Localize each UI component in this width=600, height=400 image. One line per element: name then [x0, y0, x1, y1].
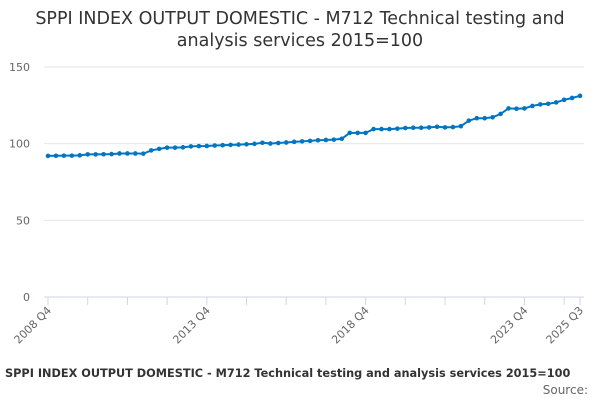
data-point	[156, 146, 162, 152]
chart-title: SPPI INDEX OUTPUT DOMESTIC - M712 Techni…	[35, 9, 565, 51]
data-point	[403, 125, 408, 131]
data-point	[537, 102, 543, 107]
data-point	[69, 153, 75, 158]
data-point	[387, 126, 392, 132]
data-point	[268, 141, 273, 146]
data-point	[133, 151, 138, 156]
data-point	[275, 140, 281, 146]
data-point	[260, 140, 265, 146]
data-point	[117, 151, 122, 156]
data-point	[77, 153, 83, 158]
data-point	[569, 95, 575, 101]
data-point	[410, 125, 416, 131]
data-point	[61, 153, 67, 158]
data-point	[252, 141, 257, 147]
data-point	[482, 115, 488, 121]
data-point	[148, 148, 154, 153]
data-point	[347, 130, 353, 136]
data-point	[530, 103, 535, 109]
data-point	[545, 101, 551, 107]
data-point	[291, 139, 297, 145]
x-tick-label: 2023 Q4	[488, 304, 531, 347]
data-point	[466, 118, 472, 123]
data-point	[140, 151, 146, 156]
x-tick-label: 2025 Q3	[544, 304, 587, 347]
data-point	[164, 145, 170, 150]
data-point	[442, 125, 448, 130]
data-point	[188, 144, 194, 149]
data-point	[450, 124, 456, 130]
data-point	[363, 130, 368, 136]
series-line	[47, 94, 581, 157]
data-point	[553, 100, 559, 105]
data-point	[490, 114, 495, 120]
data-point	[93, 152, 98, 157]
data-point	[315, 137, 321, 143]
data-point	[331, 137, 337, 142]
data-point	[244, 141, 249, 147]
data-point	[172, 145, 178, 150]
data-point	[371, 126, 376, 132]
data-point	[283, 140, 289, 145]
x-tick-label: 2013 Q4	[170, 304, 213, 347]
data-point	[426, 125, 432, 130]
data-point	[506, 106, 511, 111]
data-point	[53, 153, 59, 159]
x-tick-label: 2018 Q4	[329, 304, 372, 347]
x-tick-label: 2008 Q4	[12, 304, 55, 347]
data-point	[514, 106, 519, 112]
data-point	[458, 123, 464, 129]
data-point	[434, 124, 440, 130]
data-point	[228, 142, 233, 148]
data-point	[395, 126, 400, 131]
data-point	[196, 143, 202, 149]
y-tick-label: 0	[23, 291, 30, 304]
y-tick-label: 150	[9, 61, 30, 74]
data-point	[339, 136, 345, 142]
y-tick-label: 100	[9, 138, 30, 151]
data-point	[85, 152, 91, 157]
y-tick-label: 50	[16, 214, 30, 227]
data-point	[125, 151, 130, 156]
data-point	[204, 143, 210, 149]
data-point	[498, 111, 503, 117]
data-point	[379, 126, 384, 132]
data-point	[45, 153, 51, 159]
data-point	[418, 125, 424, 131]
data-point	[577, 93, 583, 99]
data-point	[323, 137, 329, 143]
data-point	[212, 143, 218, 148]
data-point	[236, 142, 241, 147]
data-point	[474, 115, 480, 121]
footer-source: Source:	[542, 383, 588, 397]
data-point	[109, 151, 114, 157]
data-point	[220, 142, 225, 148]
data-point	[561, 97, 567, 103]
data-point	[355, 130, 360, 136]
data-point	[101, 151, 106, 157]
data-point	[299, 139, 305, 144]
data-point	[180, 145, 186, 150]
data-point	[307, 138, 313, 144]
data-point	[522, 106, 527, 111]
footer-title: SPPI INDEX OUTPUT DOMESTIC - M712 Techni…	[5, 367, 571, 380]
